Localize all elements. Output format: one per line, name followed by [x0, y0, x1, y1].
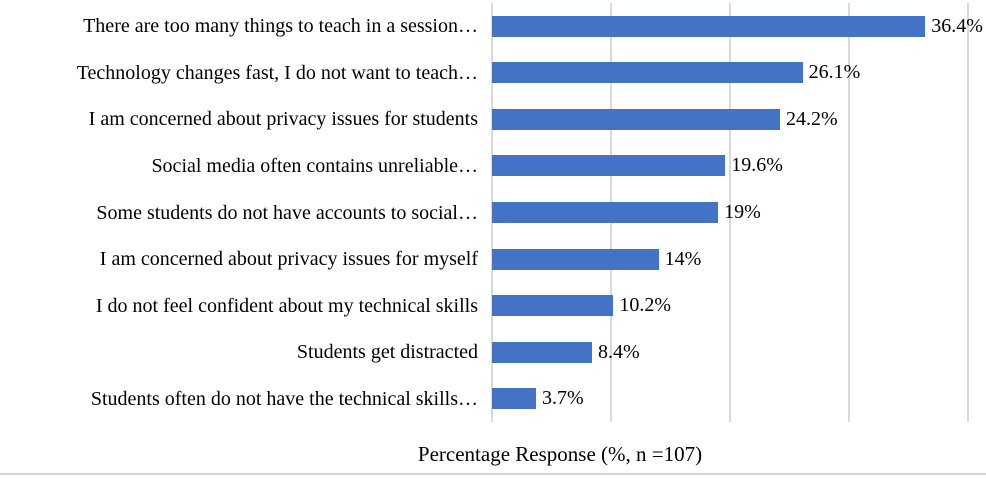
bar-row: Social media often contains unreliable… 1… [0, 143, 986, 190]
bar [492, 155, 726, 177]
bar-row: Students often do not have the technical… [0, 376, 986, 423]
bar [492, 15, 926, 37]
figure-bottom-rule [0, 473, 986, 475]
bar-row: I am concerned about privacy issues for … [0, 236, 986, 283]
bar-and-value: 24.2% [492, 108, 838, 131]
value-label: 24.2% [786, 107, 838, 130]
bar-row: Students get distracted 8.4% [0, 329, 986, 376]
value-label: 19% [724, 201, 761, 224]
bar [492, 388, 536, 410]
value-label: 8.4% [598, 340, 640, 363]
x-axis-title: Percentage Response (%, n =107) [417, 442, 703, 466]
bar-and-value: 26.1% [492, 61, 860, 84]
bar-rows: There are too many things to teach in a … [0, 3, 986, 422]
bar-and-value: 19% [492, 201, 761, 224]
gridline-30 [848, 3, 850, 422]
category-label: Technology changes fast, I do not want t… [76, 61, 478, 84]
bar-row: I do not feel confident about my technic… [0, 282, 986, 329]
bar [492, 341, 592, 363]
bar [492, 248, 659, 270]
bar [492, 202, 719, 224]
category-label: I do not feel confident about my technic… [95, 294, 478, 317]
category-label: I am concerned about privacy issues for … [99, 248, 478, 271]
bar [492, 62, 803, 84]
value-label: 26.1% [808, 61, 861, 84]
value-label: 36.4% [931, 14, 983, 37]
value-label: 19.6% [731, 154, 783, 177]
gridline-40 [967, 3, 969, 422]
value-label: 14% [664, 247, 702, 270]
category-label: Social media often contains unreliable… [151, 154, 478, 177]
bar [492, 108, 780, 130]
category-label: Students often do not have the technical… [90, 387, 478, 410]
bar [492, 295, 614, 317]
category-label: There are too many things to teach in a … [83, 15, 478, 38]
bar-row: I am concerned about privacy issues for … [0, 96, 986, 143]
bar-and-value: 10.2% [492, 294, 671, 317]
value-label: 3.7% [542, 387, 584, 410]
gridline-20 [729, 3, 731, 422]
bar-and-value: 3.7% [492, 387, 584, 410]
bar-and-value: 36.4% [492, 15, 983, 38]
bar-row: There are too many things to teach in a … [0, 3, 986, 50]
bar-and-value: 8.4% [492, 341, 640, 364]
category-label: Students get distracted [296, 341, 478, 364]
category-label: Some students do not have accounts to so… [96, 201, 478, 224]
category-label: I am concerned about privacy issues for … [88, 108, 478, 131]
bar-row: Some students do not have accounts to so… [0, 189, 986, 236]
value-label: 10.2% [619, 294, 672, 317]
bar-and-value: 14% [492, 248, 701, 271]
bar-row: Technology changes fast, I do not want t… [0, 50, 986, 97]
bar-and-value: 19.6% [492, 154, 783, 177]
